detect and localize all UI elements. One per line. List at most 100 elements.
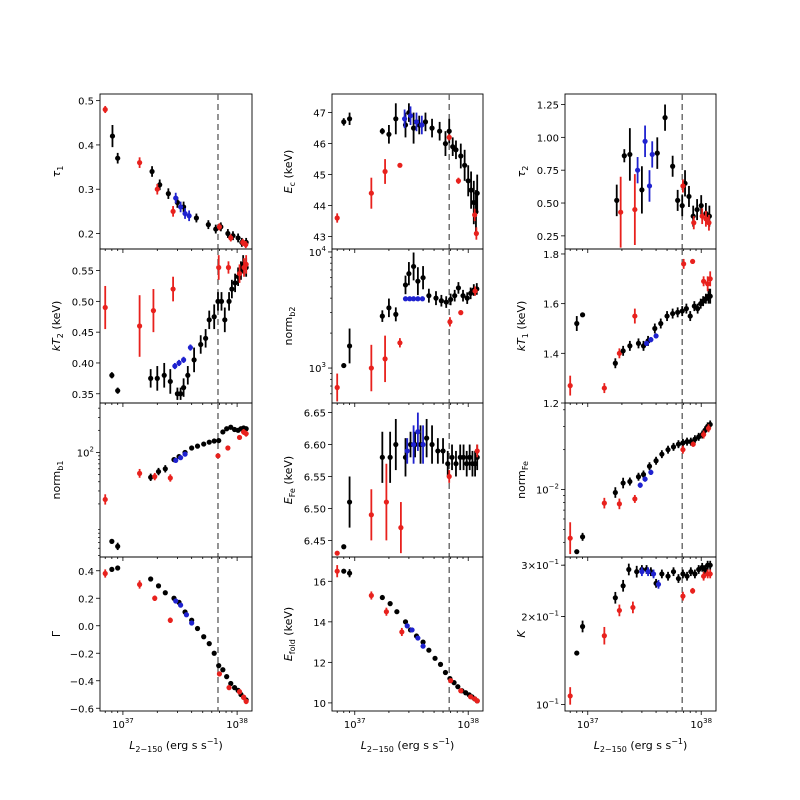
point-marker (684, 573, 690, 579)
data-point (402, 619, 409, 625)
point-marker (634, 569, 640, 575)
data-point (415, 635, 421, 641)
point-marker (410, 441, 417, 448)
point-marker (225, 230, 231, 237)
point-marker (468, 694, 474, 700)
point-marker (627, 151, 633, 158)
data-point (464, 450, 470, 477)
panel-tau2: 0.25 0.50 0.75 1.00 1.25 τ2 (515, 93, 717, 253)
x-axis-label: L2−150 (erg s s−1) (361, 737, 455, 754)
data-point (115, 387, 121, 394)
point-marker (155, 583, 162, 589)
data-point (228, 424, 234, 430)
point-marker (397, 162, 403, 168)
data-point (341, 568, 347, 574)
data-point (176, 359, 182, 367)
data-point (382, 335, 388, 383)
point-marker (386, 305, 392, 311)
point-marker (383, 609, 389, 615)
point-marker (616, 501, 622, 507)
point-marker (225, 445, 231, 451)
data-point (415, 412, 421, 451)
data-point (198, 335, 204, 354)
point-marker (601, 633, 607, 639)
data-point (620, 345, 626, 356)
data-point (379, 128, 385, 135)
y-tick-label: −0.4 (70, 677, 94, 688)
point-marker (115, 543, 121, 549)
x-tick-label: 1037 (577, 717, 599, 731)
data-point (346, 328, 353, 364)
point-marker (684, 439, 690, 445)
point-marker (692, 436, 698, 442)
data-point (574, 316, 580, 331)
data-point (216, 437, 222, 444)
point-marker (681, 261, 687, 267)
data-point (670, 308, 676, 319)
data-point (621, 149, 627, 163)
axes-frame (564, 248, 717, 404)
data-point (675, 440, 682, 449)
data-point (643, 340, 650, 346)
data-point (635, 157, 641, 184)
data-point (662, 104, 668, 131)
data-point (173, 457, 179, 464)
point-marker (420, 643, 426, 649)
data-point (397, 162, 403, 168)
point-marker (464, 461, 470, 467)
y-tick-label: 0.40 (72, 359, 94, 370)
data-point (394, 609, 400, 615)
data-point (665, 571, 671, 581)
point-marker (458, 688, 464, 694)
data-point (455, 282, 462, 294)
y-axis-label: K (515, 630, 528, 638)
point-marker (455, 285, 462, 291)
point-marker (612, 595, 618, 601)
y-tick-label: 0.3 (78, 185, 94, 196)
point-marker (387, 601, 393, 607)
point-marker (150, 308, 157, 314)
data-point (102, 569, 108, 578)
y-tick-label: 3×10−1 (521, 558, 559, 572)
y-tick-label: 6.60 (304, 441, 326, 452)
data-point (612, 487, 618, 498)
data-point (393, 307, 399, 322)
data-point (183, 612, 190, 618)
data-point (211, 438, 217, 444)
point-marker (670, 310, 676, 317)
data-point (215, 453, 221, 459)
data-point (334, 565, 340, 578)
data-point (341, 118, 347, 126)
data-point (601, 383, 607, 394)
point-marker (236, 271, 243, 277)
data-point (616, 604, 622, 617)
point-marker (642, 138, 648, 144)
data-point (155, 467, 162, 476)
point-marker (224, 674, 230, 680)
point-marker (442, 669, 449, 676)
data-point (228, 234, 234, 242)
data-point (225, 261, 232, 274)
point-marker (137, 581, 143, 588)
data-point (620, 579, 626, 592)
data-point (154, 183, 160, 195)
point-marker (170, 208, 176, 214)
y-axis-label: Γ (50, 630, 63, 637)
point-marker (410, 263, 417, 270)
point-marker (148, 474, 154, 480)
data-point (614, 184, 620, 217)
point-marker (670, 569, 677, 575)
y-tick-label: 6.55 (304, 472, 326, 483)
y-tick-label: 43 (313, 233, 326, 244)
point-marker (686, 193, 692, 200)
data-point (334, 213, 340, 223)
point-marker (653, 333, 659, 339)
point-marker (705, 425, 712, 431)
data-point (627, 340, 633, 351)
point-marker (620, 583, 626, 589)
point-marker (665, 447, 671, 453)
data-point (346, 476, 353, 528)
point-marker (424, 435, 430, 441)
data-point (630, 601, 636, 614)
axes-frame (331, 556, 484, 712)
